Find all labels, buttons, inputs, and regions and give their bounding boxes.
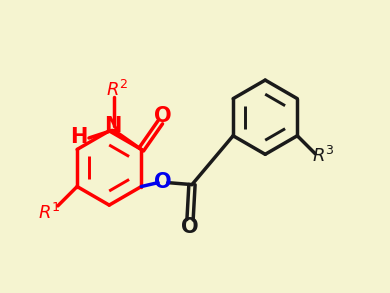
Text: H: H xyxy=(70,127,87,147)
Text: $R^3$: $R^3$ xyxy=(312,146,335,166)
Text: O: O xyxy=(154,106,172,126)
Text: $R^2$: $R^2$ xyxy=(106,80,128,100)
Text: O: O xyxy=(181,217,199,237)
Text: O: O xyxy=(154,172,172,192)
Text: $R^1$: $R^1$ xyxy=(38,203,60,223)
Text: N: N xyxy=(104,117,122,137)
